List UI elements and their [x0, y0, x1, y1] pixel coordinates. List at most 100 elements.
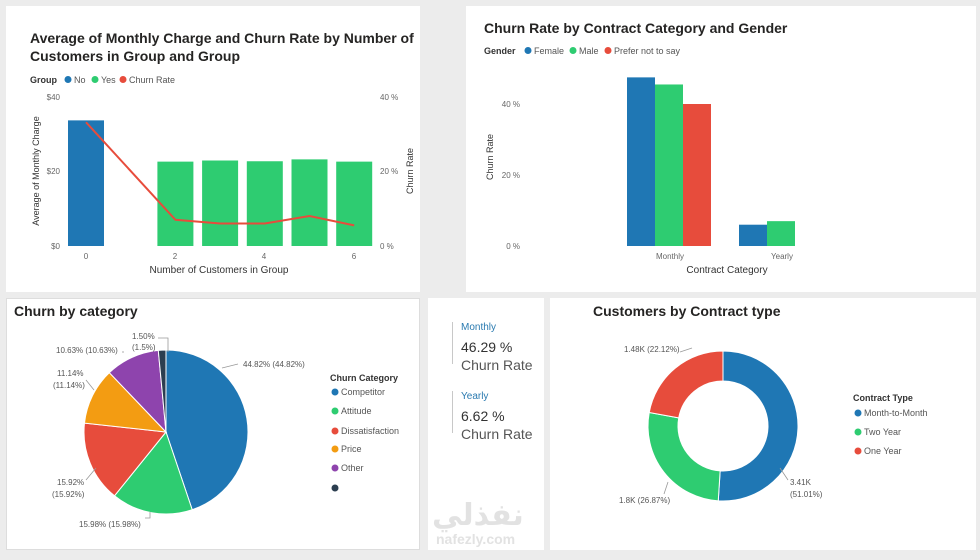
slice-unlabeled[interactable]	[157, 349, 167, 433]
pie-label-other: 10.63% (10.63%)	[56, 346, 118, 355]
chart1-bars	[68, 120, 373, 247]
chart4-slices	[647, 350, 799, 502]
chart4-svg: 3.41K (51.01%) 1.8K (26.87%) 1.48K (22.1…	[619, 345, 928, 505]
chart2-bars	[627, 77, 795, 246]
chart2-ytick-40: 40 %	[502, 100, 520, 109]
chart4-panel	[550, 298, 976, 550]
legend-female-marker	[524, 47, 532, 54]
bar-yes-5[interactable]	[291, 159, 328, 246]
pie-label-unlabeled-1: 1.50%	[132, 332, 155, 341]
pie-label-price-1: 11.14%	[57, 369, 84, 378]
legend-other: Other	[341, 463, 364, 473]
kpi-yearly-value: 6.62 %	[461, 408, 505, 424]
bar-female-yearly[interactable]	[739, 224, 767, 246]
chart1-ylabel: Average of Monthly Charge	[31, 116, 41, 225]
slice-competitor[interactable]	[165, 349, 249, 511]
chart3-slices	[83, 349, 249, 515]
leader-unlabeled	[158, 337, 169, 352]
legend-churn-marker	[119, 76, 127, 83]
leader-month-to-month	[779, 467, 789, 481]
chart1-ytick-20: $20	[47, 167, 61, 176]
chart1-xtick-0: 0	[84, 252, 89, 261]
chart2-legend-title: Gender	[484, 46, 516, 56]
chart2-xlabel: Contract Category	[686, 265, 767, 276]
slice-one-year[interactable]	[648, 350, 724, 419]
legend-dissatisfaction: Dissatisfaction	[341, 426, 399, 436]
chart1-title: Average of Monthly Charge and Churn Rate…	[30, 29, 414, 65]
legend-other-marker	[331, 464, 339, 472]
legend-month-to-month: Month-to-Month	[864, 408, 928, 418]
legend-price-marker	[331, 445, 339, 453]
legend-one-year: One Year	[864, 446, 902, 456]
legend-prefer-marker	[604, 47, 612, 54]
chart1-title-line1: Average of Monthly Charge and Churn Rate…	[30, 30, 414, 46]
legend-m2m-marker	[854, 409, 862, 417]
legend-dissatisfaction-marker	[331, 427, 339, 435]
slice-dissatisfaction[interactable]	[83, 422, 167, 497]
leader-price	[85, 379, 95, 391]
chart2-ytick-0: 0 %	[506, 242, 520, 251]
legend-unlabeled-marker	[331, 484, 339, 492]
chart2-svg: Gender Female Male Prefer not to say 40 …	[484, 46, 795, 276]
chart1-xtick-6: 6	[352, 252, 357, 261]
chart2-ytick-20: 20 %	[502, 171, 520, 180]
watermark-arabic: نفذلي	[432, 499, 524, 532]
bar-no-0[interactable]	[68, 120, 104, 246]
legend-competitor: Competitor	[341, 387, 385, 397]
kpi-monthly-value: 46.29 %	[461, 339, 513, 355]
chart1-y2tick-20: 20 %	[380, 167, 398, 176]
legend-no-marker	[64, 76, 72, 83]
legend-two-year: Two Year	[864, 427, 901, 437]
bar-female-monthly[interactable]	[627, 77, 655, 246]
donut-label-two-year: 1.8K (26.87%)	[619, 496, 670, 505]
slice-month-to-month[interactable]	[717, 350, 799, 502]
pie-label-attitude: 15.98% (15.98%)	[79, 520, 141, 529]
chart1-y2tick-40: 40 %	[380, 93, 398, 102]
kpi-yearly-sub: Churn Rate	[461, 426, 533, 442]
legend-competitor-marker	[331, 388, 339, 396]
legend-yes-marker	[91, 76, 99, 83]
chart1-xtick-4: 4	[262, 252, 267, 261]
bar-yes-4[interactable]	[246, 161, 283, 246]
legend-two-year-marker	[854, 428, 862, 436]
legend-attitude: Attitude	[341, 406, 372, 416]
kpi-card-monthly: Monthly 46.29 % Churn Rate	[452, 322, 533, 373]
chart3-title: Churn by category	[14, 303, 138, 319]
bar-male-yearly[interactable]	[767, 221, 795, 246]
chart1-legend-yes: Yes	[101, 75, 116, 85]
chart3-svg: 44.82% (44.82%) 15.98% (15.98%) 15.92% (…	[52, 332, 399, 529]
bar-prefer-monthly[interactable]	[683, 104, 711, 246]
kpi-monthly-label: Monthly	[461, 322, 497, 333]
watermark: نفذلي nafezly.com	[432, 499, 524, 547]
chart4-title: Customers by Contract type	[593, 303, 781, 319]
bar-yes-6[interactable]	[336, 161, 373, 246]
pie-label-dissatisfaction-1: 15.92%	[57, 478, 84, 487]
legend-one-year-marker	[854, 447, 862, 455]
legend-male-marker	[569, 47, 577, 54]
chart2-legend-male: Male	[579, 46, 599, 56]
chart1-legend-no: No	[74, 75, 86, 85]
kpi-card-yearly: Yearly 6.62 % Churn Rate	[452, 391, 533, 442]
chart4-leaders	[663, 347, 789, 495]
slice-attitude[interactable]	[113, 430, 193, 515]
leader-dissatisfaction	[85, 467, 97, 481]
bar-yes-3[interactable]	[202, 160, 239, 247]
leader-competitor	[221, 363, 239, 369]
cards-panel	[428, 298, 544, 550]
pie-label-competitor: 44.82% (44.82%)	[243, 360, 305, 369]
bar-male-monthly[interactable]	[655, 84, 683, 246]
chart2-title: Churn Rate by Contract Category and Gend…	[484, 20, 788, 36]
leader-one-year	[679, 347, 693, 353]
donut-label-one-year: 1.48K (22.12%)	[624, 345, 680, 354]
leader-attitude	[145, 512, 151, 519]
chart2-panel	[466, 6, 976, 292]
donut-label-m2m-1: 3.41K	[790, 478, 812, 487]
chart3-leaders	[85, 337, 239, 519]
bar-yes-2[interactable]	[157, 161, 194, 246]
chart1-ytick-40: $40	[47, 93, 61, 102]
chart4-legend-title: Contract Type	[853, 393, 913, 403]
chart1-ytick-0: $0	[51, 242, 60, 251]
slice-two-year[interactable]	[647, 411, 721, 502]
chart2-legend-female: Female	[534, 46, 564, 56]
chart2-ylabel: Churn Rate	[485, 134, 495, 180]
